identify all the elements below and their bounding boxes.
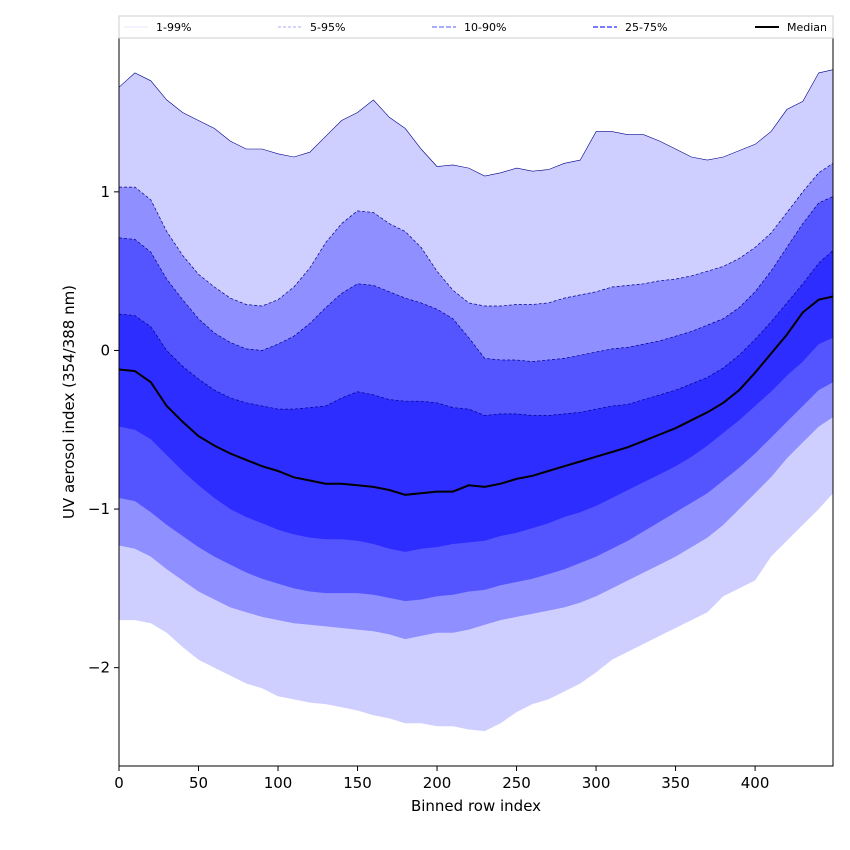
legend-label: 10-90% xyxy=(464,21,506,34)
band-edge-10-90pct xyxy=(118,196,834,362)
x-tick-label: 250 xyxy=(502,774,531,792)
x-tick-label: 50 xyxy=(189,774,208,792)
x-tick-label: 150 xyxy=(343,774,372,792)
legend-label: 5-95% xyxy=(310,21,345,34)
legend-item-5-95pct: 5-95% xyxy=(278,21,345,34)
plot-area xyxy=(118,69,834,732)
legend-box xyxy=(118,15,834,39)
bands-layer xyxy=(118,69,834,732)
x-tick-label: 0 xyxy=(114,774,124,792)
x-axis: 0 50 100 150 200 250 300 350 400 xyxy=(114,766,769,792)
median-layer xyxy=(118,295,834,496)
band-edge-5-95pct xyxy=(119,163,834,307)
legend-item-10-90pct: 10-90% xyxy=(432,21,506,34)
band-25-75pct xyxy=(119,250,833,552)
y-axis-label: UV aerosol index (354/388 nm) xyxy=(60,285,78,519)
median-line xyxy=(118,295,834,496)
x-tick-label: 100 xyxy=(264,774,293,792)
legend-item-1-99pct: 1-99% xyxy=(124,21,191,34)
band-edge-25-75pct xyxy=(118,250,834,416)
y-tick-label: 1 xyxy=(100,183,110,201)
legend-label: 25-75% xyxy=(625,21,667,34)
y-axis: −2 −1 0 1 xyxy=(88,183,119,677)
x-tick-label: 400 xyxy=(741,774,770,792)
y-tick-label: 0 xyxy=(100,341,110,359)
x-tick-label: 300 xyxy=(582,774,611,792)
x-axis-label: Binned row index xyxy=(411,797,541,815)
legend-label: Median xyxy=(787,21,827,34)
band-edge-1-99pct xyxy=(118,69,834,177)
y-tick-label: −1 xyxy=(88,500,110,518)
legend-item-25-75pct: 25-75% xyxy=(593,21,667,34)
y-tick-label: −2 xyxy=(88,659,110,677)
legend: 1-99% 5-95% 10-90% 25-75% Median xyxy=(118,15,834,39)
x-tick-label: 350 xyxy=(661,774,690,792)
legend-label: 1-99% xyxy=(156,21,191,34)
x-tick-label: 200 xyxy=(423,774,452,792)
legend-item-median: Median xyxy=(755,21,827,34)
